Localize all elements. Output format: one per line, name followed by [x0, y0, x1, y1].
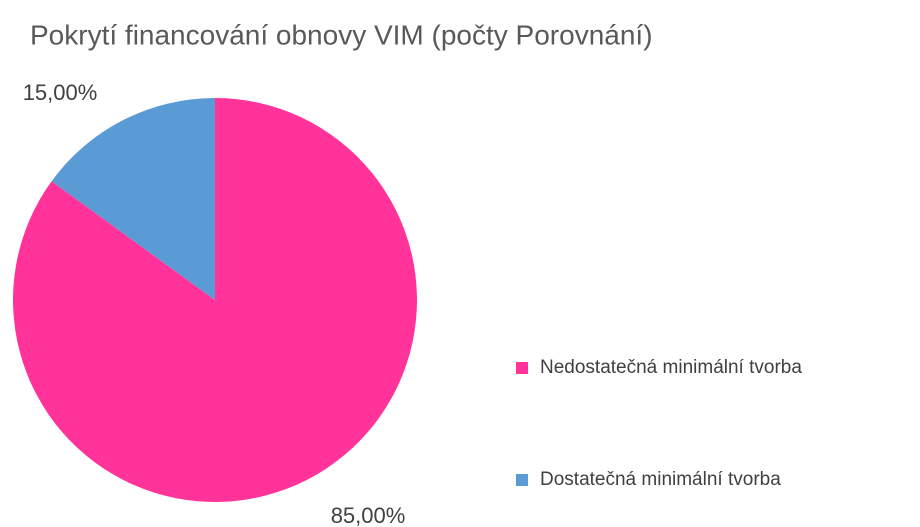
legend-label: Nedostatečná minimální tvorba	[540, 357, 802, 378]
legend-swatch	[516, 362, 528, 374]
legend-label: Dostatečná minimální tvorba	[540, 469, 781, 490]
data-label: 15,00%	[23, 80, 98, 105]
legend-swatch	[516, 474, 528, 486]
chart-title: Pokrytí financování obnovy VIM (počty Po…	[30, 19, 653, 50]
data-label: 85,00%	[331, 503, 406, 527]
pie-slice	[51, 98, 215, 300]
